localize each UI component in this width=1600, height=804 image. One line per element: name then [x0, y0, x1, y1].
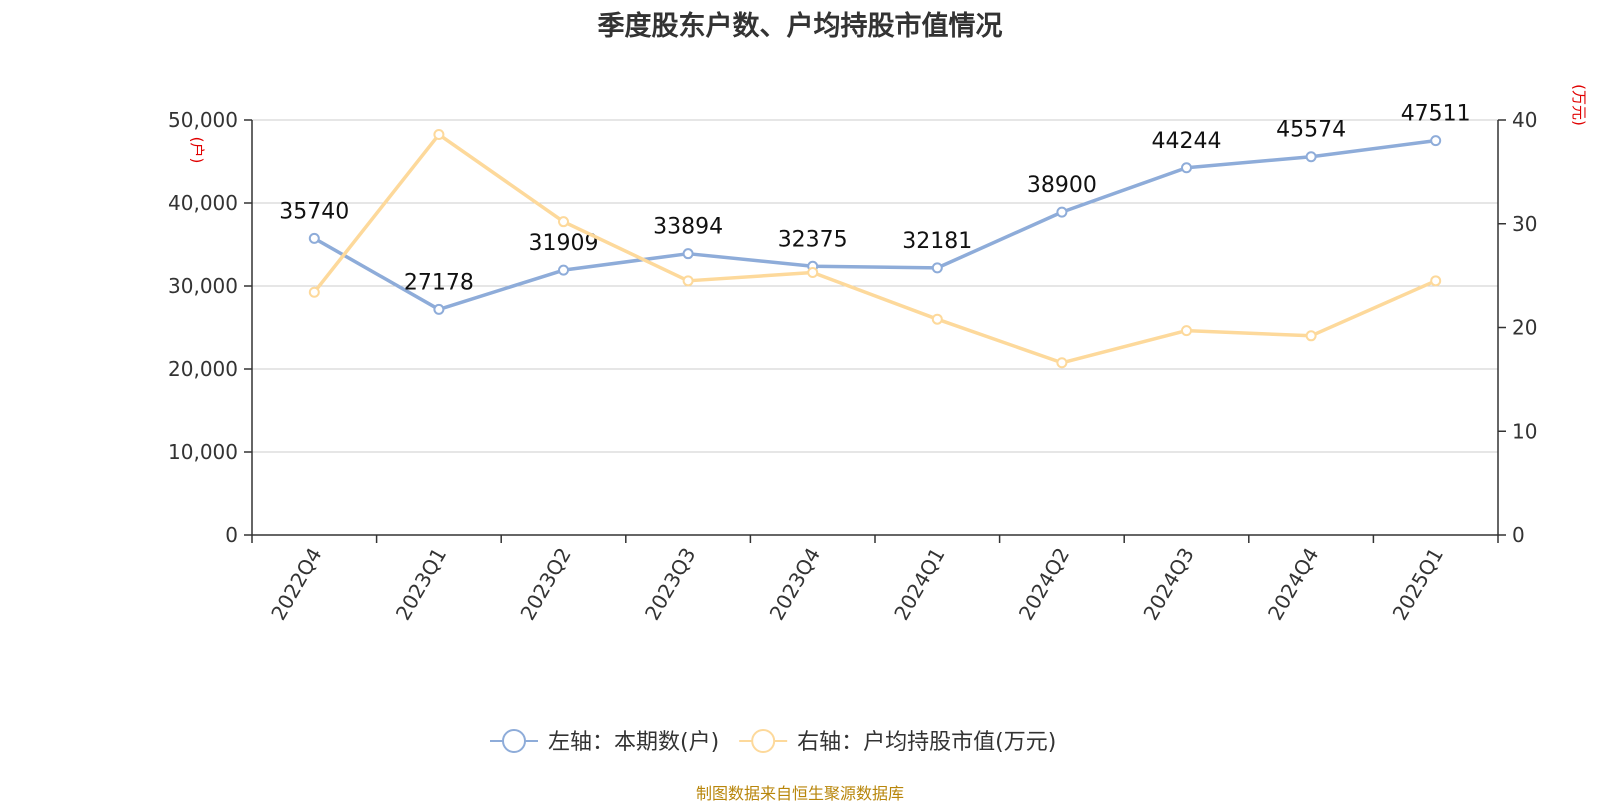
x-tick-label: 2024Q2: [1014, 544, 1074, 625]
series-2-point: [682, 275, 694, 287]
y-right-tick-label: 40: [1512, 108, 1537, 132]
series-line-1: [313, 138, 1436, 312]
data-label: 35740: [279, 199, 349, 224]
y-right-tick-label: 20: [1512, 316, 1537, 340]
series-2-point: [1181, 325, 1192, 337]
x-tick-label: 2025Q1: [1388, 544, 1448, 625]
source-note: 制图数据来自恒生聚源数据库: [695, 784, 904, 803]
series-1-point: [558, 264, 569, 276]
data-label: 47511: [1401, 102, 1471, 127]
data-label: 31909: [529, 231, 599, 256]
x-tick-label: 2024Q3: [1138, 544, 1198, 625]
series-2-point: [1056, 357, 1068, 369]
y-left-tick-label: 30,000: [168, 274, 238, 298]
y-left-tick-label: 20,000: [168, 357, 238, 381]
series-line-2: [312, 132, 1437, 365]
series-1-point: [308, 232, 320, 244]
x-tick-label: 2023Q2: [515, 544, 575, 625]
chart-title: 季度股东户数、户均持股市值情况: [597, 11, 1003, 42]
y-left-tick-label: 10,000: [168, 440, 238, 464]
data-label: 33894: [653, 215, 723, 240]
series-1-point: [1430, 135, 1442, 147]
y-left-tick-label: 0: [225, 523, 238, 547]
series-1-point: [682, 248, 694, 260]
y-right-tick-label: 30: [1512, 212, 1537, 236]
x-tick-label: 2022Q4: [266, 544, 326, 625]
series-2-point: [1430, 275, 1442, 287]
legend-swatch-marker: [751, 729, 776, 753]
series-2-point: [1305, 330, 1317, 342]
series-1-point: [931, 262, 943, 274]
y-right-tick-label: 10: [1512, 419, 1537, 443]
y-left-unit: (户): [188, 137, 206, 164]
series-2-point: [931, 313, 943, 325]
series-1-point: [1181, 162, 1192, 174]
data-label: 32375: [778, 227, 848, 252]
series-2-point: [558, 216, 569, 228]
series-2-point: [807, 267, 819, 279]
x-tick-label: 2023Q3: [640, 544, 700, 625]
legend-swatch-marker: [502, 729, 526, 753]
x-tick-label: 2023Q1: [391, 544, 451, 625]
data-label: 44244: [1152, 129, 1222, 154]
legend-label-1: 左轴：本期数(户): [548, 730, 719, 755]
legend-label-2: 右轴：户均持股市值(万元): [797, 730, 1056, 755]
data-label: 32181: [902, 229, 972, 254]
series-2-point: [308, 286, 320, 298]
series-1-point: [1305, 151, 1317, 163]
y-left-tick-label: 40,000: [168, 191, 238, 215]
y-left-tick-label: 50,000: [168, 108, 238, 132]
series-2-point: [433, 129, 445, 141]
data-label: 38900: [1027, 173, 1097, 198]
data-label: 27178: [404, 270, 474, 295]
y-right-tick-label: 0: [1512, 523, 1525, 547]
y-right-unit: (万元): [1570, 84, 1588, 126]
series-1-point: [1056, 206, 1068, 218]
x-tick-label: 2023Q4: [765, 544, 825, 625]
data-label: 45574: [1276, 118, 1346, 143]
x-tick-label: 2024Q4: [1263, 544, 1323, 625]
series-1-point: [433, 303, 445, 315]
x-tick-label: 2024Q1: [889, 544, 949, 625]
